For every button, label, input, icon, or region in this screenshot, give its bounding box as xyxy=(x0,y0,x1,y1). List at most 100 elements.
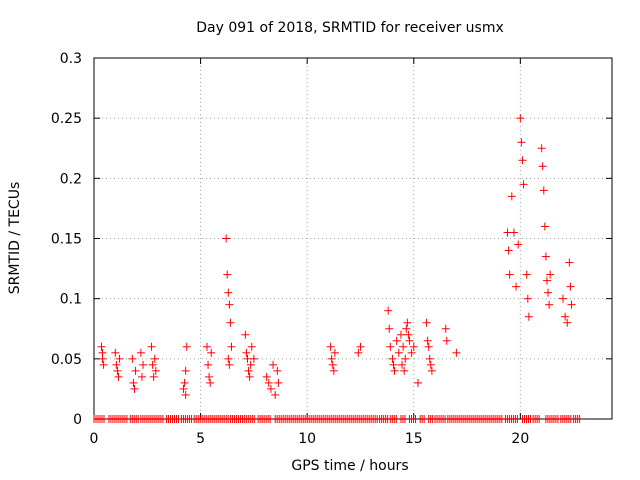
baseline-span xyxy=(180,415,193,423)
data-point xyxy=(538,162,547,171)
data-point xyxy=(424,342,433,351)
data-point xyxy=(394,348,403,357)
data-point xyxy=(226,318,235,327)
data-point xyxy=(519,180,528,189)
data-point xyxy=(388,354,397,363)
data-point xyxy=(423,336,432,345)
data-point xyxy=(207,348,216,357)
data-point xyxy=(244,366,253,375)
data-point xyxy=(563,318,572,327)
y-tick-label: 0.3 xyxy=(60,51,82,67)
data-point xyxy=(385,324,394,333)
data-point xyxy=(223,270,232,279)
baseline-span xyxy=(447,415,504,423)
baseline-span xyxy=(408,415,416,423)
data-point xyxy=(113,366,122,375)
data-point xyxy=(242,348,251,357)
data-point xyxy=(149,372,158,381)
data-point xyxy=(414,378,423,387)
data-point xyxy=(509,228,518,237)
data-point xyxy=(426,360,435,369)
data-point xyxy=(274,378,283,387)
x-tick-labels: 0 5 10 15 20 xyxy=(90,431,530,447)
data-point xyxy=(249,354,258,363)
data-point xyxy=(179,384,188,393)
data-point xyxy=(512,282,521,291)
tick-layer xyxy=(93,57,612,420)
data-point xyxy=(567,300,576,309)
y-tick-label: 0.05 xyxy=(51,352,82,368)
data-point xyxy=(442,336,451,345)
data-point xyxy=(561,312,570,321)
baseline-span xyxy=(129,415,139,423)
baseline-span xyxy=(504,415,519,423)
x-axis-title: GPS time / hours xyxy=(291,458,408,474)
data-point xyxy=(205,372,214,381)
x-tick-label: 5 xyxy=(196,431,205,447)
data-point xyxy=(427,366,436,375)
baseline-span xyxy=(257,415,271,423)
data-point xyxy=(129,378,138,387)
baseline-span xyxy=(108,415,129,423)
data-points xyxy=(97,114,576,399)
baseline-span xyxy=(532,415,540,423)
y-axis-title: SRMTID / TECUs xyxy=(7,182,23,295)
data-point xyxy=(507,192,516,201)
data-point xyxy=(111,348,120,357)
data-point xyxy=(180,378,189,387)
data-point xyxy=(222,234,231,243)
data-point xyxy=(402,324,411,333)
y-tick-label: 0.1 xyxy=(60,292,82,308)
baseline-span xyxy=(93,415,105,423)
data-point xyxy=(539,186,548,195)
data-point xyxy=(330,348,339,357)
data-point xyxy=(181,390,190,399)
data-point xyxy=(128,354,137,363)
data-point xyxy=(518,156,527,165)
grid-layer xyxy=(94,58,612,419)
data-point xyxy=(504,246,513,255)
data-point xyxy=(356,342,365,351)
data-point xyxy=(225,360,234,369)
data-point xyxy=(114,372,123,381)
data-point xyxy=(266,384,275,393)
baseline-span xyxy=(419,415,425,423)
data-point xyxy=(441,324,450,333)
data-point xyxy=(246,360,255,369)
data-point xyxy=(399,342,408,351)
data-point xyxy=(524,312,533,321)
data-point xyxy=(131,366,140,375)
data-point xyxy=(151,366,160,375)
data-point xyxy=(505,270,514,279)
data-point xyxy=(225,300,234,309)
data-point xyxy=(396,330,405,339)
data-point xyxy=(514,240,523,249)
data-point xyxy=(245,372,254,381)
data-point xyxy=(150,354,159,363)
data-point xyxy=(202,342,211,351)
baseline-span xyxy=(140,415,165,423)
baseline-span xyxy=(434,415,446,423)
data-point xyxy=(148,360,157,369)
data-point xyxy=(139,360,148,369)
chart-title: Day 091 of 2018, SRMTID for receiver usm… xyxy=(196,20,504,36)
data-point xyxy=(137,372,146,381)
x-tick-label: 10 xyxy=(298,431,316,447)
data-point xyxy=(326,342,335,351)
data-point xyxy=(271,390,280,399)
data-point xyxy=(115,354,124,363)
baseline-span xyxy=(400,415,406,423)
data-point xyxy=(328,360,337,369)
data-point xyxy=(386,342,395,351)
data-point xyxy=(398,360,407,369)
baseline-span xyxy=(545,415,559,423)
baseline-span xyxy=(243,415,257,423)
data-point xyxy=(516,114,525,123)
data-point xyxy=(566,282,575,291)
data-point xyxy=(329,366,338,375)
data-point xyxy=(401,354,410,363)
data-point xyxy=(537,144,546,153)
baseline-span xyxy=(389,415,397,423)
baseline-markers xyxy=(93,415,581,423)
